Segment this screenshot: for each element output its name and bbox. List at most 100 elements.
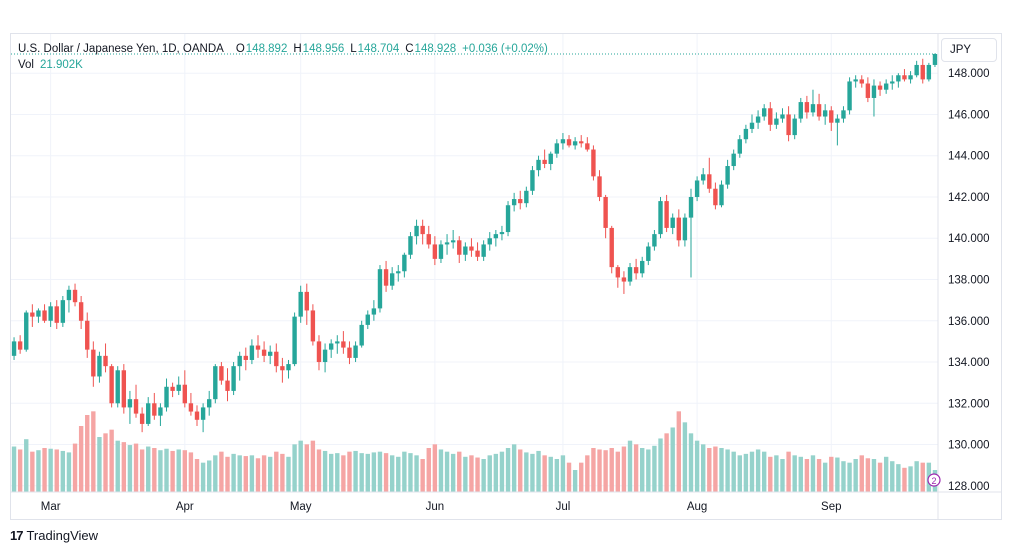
candle[interactable] xyxy=(713,182,718,210)
candle[interactable] xyxy=(249,339,255,365)
candle[interactable] xyxy=(627,263,633,286)
candle[interactable] xyxy=(853,75,858,88)
candle[interactable] xyxy=(213,364,218,404)
candle[interactable] xyxy=(11,337,17,360)
candle[interactable] xyxy=(493,229,499,247)
candle[interactable] xyxy=(475,242,480,261)
candle[interactable] xyxy=(615,265,621,288)
candle[interactable] xyxy=(749,114,755,134)
candle[interactable] xyxy=(810,89,816,117)
candle[interactable] xyxy=(536,155,541,177)
candle[interactable] xyxy=(707,157,712,193)
candle[interactable] xyxy=(841,106,846,123)
candle[interactable] xyxy=(548,151,553,171)
candle[interactable] xyxy=(237,351,242,381)
candle[interactable] xyxy=(280,357,285,383)
candle[interactable] xyxy=(457,236,462,263)
candle[interactable] xyxy=(670,213,675,235)
candle[interactable] xyxy=(54,300,59,330)
candle[interactable] xyxy=(469,238,474,257)
candle[interactable] xyxy=(341,331,346,354)
candle[interactable] xyxy=(798,97,803,123)
candle[interactable] xyxy=(865,77,871,103)
candle[interactable] xyxy=(780,108,785,123)
candle[interactable] xyxy=(560,133,566,150)
candle[interactable] xyxy=(633,258,639,280)
candle[interactable] xyxy=(78,296,84,330)
candle[interactable] xyxy=(554,139,560,158)
candle[interactable] xyxy=(676,209,682,247)
currency-button[interactable]: JPY xyxy=(941,38,997,62)
candle[interactable] xyxy=(572,137,578,150)
candle[interactable] xyxy=(432,236,438,266)
candle[interactable] xyxy=(658,196,663,239)
candle[interactable] xyxy=(883,79,889,94)
candle[interactable] xyxy=(896,73,901,88)
candle[interactable] xyxy=(36,308,41,323)
candle[interactable] xyxy=(761,104,767,121)
candle[interactable] xyxy=(426,225,431,249)
candle[interactable] xyxy=(701,168,706,185)
candle[interactable] xyxy=(164,378,169,412)
candle[interactable] xyxy=(816,93,822,121)
candle[interactable] xyxy=(402,252,407,278)
candle[interactable] xyxy=(481,240,486,261)
candle[interactable] xyxy=(371,300,377,321)
candle[interactable] xyxy=(664,194,669,233)
candle[interactable] xyxy=(408,232,413,259)
candle[interactable] xyxy=(170,382,175,398)
candle[interactable] xyxy=(463,242,468,261)
candle[interactable] xyxy=(316,335,322,371)
price-axis[interactable]: 128.000 130.000 132.000 134.000 136.000 138.0… xyxy=(937,34,990,520)
candle[interactable] xyxy=(389,267,395,290)
candle[interactable] xyxy=(91,341,96,387)
candle[interactable] xyxy=(219,362,224,385)
candle[interactable] xyxy=(530,166,535,195)
candle[interactable] xyxy=(597,170,602,202)
candle[interactable] xyxy=(365,310,370,330)
candle[interactable] xyxy=(511,192,517,212)
candle[interactable] xyxy=(487,232,492,251)
candle[interactable] xyxy=(792,114,797,140)
candle[interactable] xyxy=(72,283,78,307)
candle[interactable] xyxy=(688,188,694,278)
volume-badge[interactable]: 2 xyxy=(927,473,941,487)
candle[interactable] xyxy=(743,124,749,144)
candle[interactable] xyxy=(335,335,340,354)
candle[interactable] xyxy=(908,71,913,84)
candle[interactable] xyxy=(225,368,230,402)
candle[interactable] xyxy=(542,149,547,169)
candle[interactable] xyxy=(438,240,444,263)
candle[interactable] xyxy=(66,285,72,313)
candle[interactable] xyxy=(847,77,852,115)
candle[interactable] xyxy=(133,384,139,418)
time-axis[interactable]: Mar Apr May Jun Jul Aug Sep xyxy=(10,491,1002,513)
candle[interactable] xyxy=(902,69,907,82)
candle[interactable] xyxy=(243,347,248,371)
candle[interactable] xyxy=(121,364,127,414)
candle[interactable] xyxy=(877,81,883,96)
candle[interactable] xyxy=(694,176,700,202)
candle[interactable] xyxy=(591,145,596,181)
candle[interactable] xyxy=(359,320,364,348)
candle[interactable] xyxy=(774,112,779,129)
candle[interactable] xyxy=(890,75,895,90)
candle[interactable] xyxy=(286,359,291,379)
candle[interactable] xyxy=(85,312,90,358)
candle[interactable] xyxy=(310,304,316,346)
candle[interactable] xyxy=(603,194,608,239)
candle[interactable] xyxy=(926,62,932,82)
candle[interactable] xyxy=(719,180,724,208)
candle[interactable] xyxy=(566,135,572,148)
symbol-title[interactable]: U.S. Dollar / Japanese Yen, 1D, OANDA xyxy=(18,43,224,55)
tradingview-brand[interactable]: 17 TradingView xyxy=(10,528,98,543)
candle[interactable] xyxy=(231,362,236,396)
candle[interactable] xyxy=(146,397,151,426)
candle[interactable] xyxy=(579,135,584,148)
candle[interactable] xyxy=(383,260,389,292)
candle[interactable] xyxy=(42,304,47,323)
candle[interactable] xyxy=(200,403,206,433)
candle[interactable] xyxy=(646,242,651,266)
candle[interactable] xyxy=(97,351,102,383)
